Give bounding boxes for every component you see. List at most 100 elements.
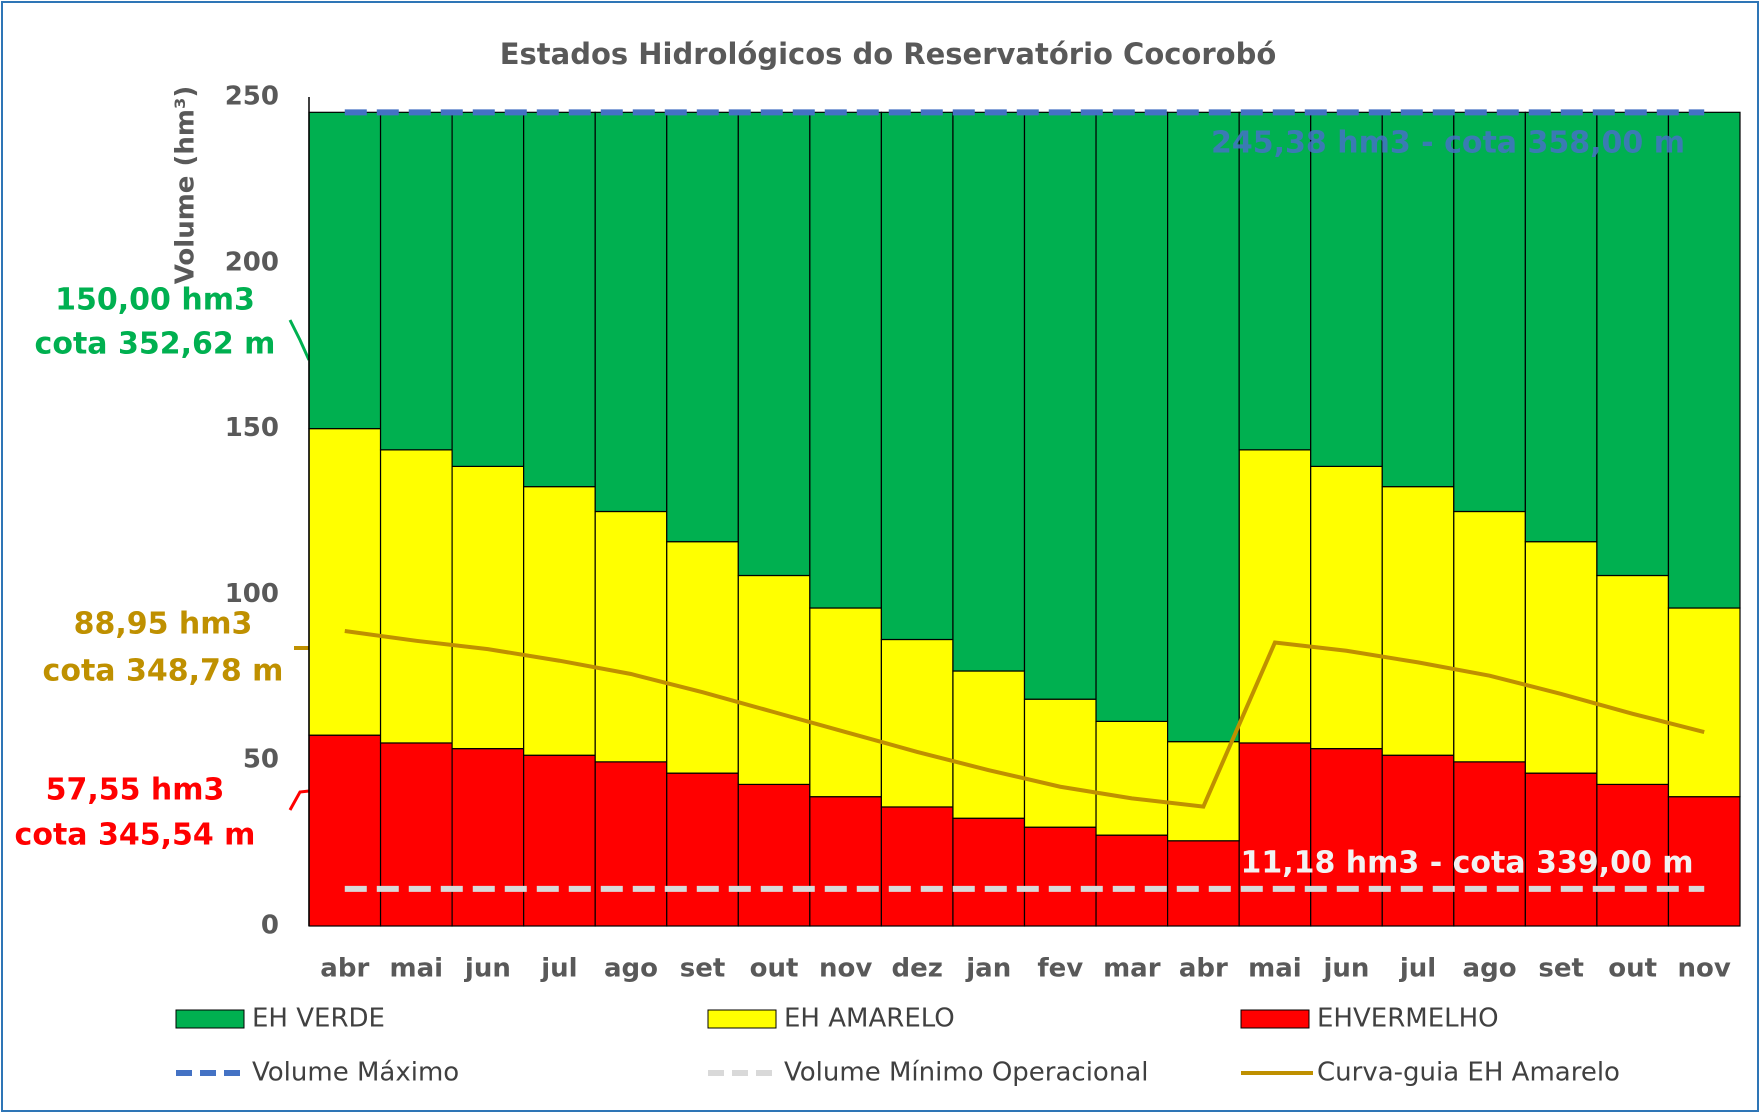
bar-segment	[379, 742, 453, 927]
bar-segment	[809, 607, 882, 798]
x-tick-label: out	[1608, 954, 1657, 984]
bar-segment	[1310, 465, 1383, 750]
legend-label: EH AMARELO	[784, 1004, 955, 1034]
bar-segment	[1023, 698, 1097, 828]
x-tick-label: dez	[891, 954, 942, 984]
x-tick-label: nov	[819, 954, 872, 984]
bar-segment	[1596, 574, 1670, 786]
x-tick-label: fev	[1037, 954, 1083, 984]
bar-segment	[523, 754, 596, 927]
bar-segment	[880, 111, 954, 641]
bar-segment	[1310, 111, 1383, 468]
bar-segment	[523, 111, 596, 488]
x-tick-label: mar	[1103, 954, 1161, 984]
bar-segment	[1023, 111, 1097, 700]
y-tick-label: 150	[225, 413, 279, 443]
y-tick-label: 200	[225, 247, 279, 277]
x-tick-label: set	[680, 954, 726, 984]
bar-segment	[1596, 111, 1670, 577]
legend-label: Volume Mínimo Operacional	[784, 1058, 1148, 1088]
bar-segment	[880, 806, 954, 927]
x-tick-label: set	[1538, 954, 1584, 984]
bar-segment	[1453, 111, 1526, 513]
annotation: 245,38 hm3 - cota 358,00 m	[1211, 126, 1685, 161]
x-tick-label: ago	[1463, 954, 1517, 984]
x-tick-label: abr	[1179, 954, 1228, 984]
bar-segment	[1095, 720, 1169, 836]
bar-segment	[737, 111, 811, 577]
legend-label: Curva-guia EH Amarelo	[1317, 1058, 1620, 1088]
bar-segment	[1524, 541, 1598, 774]
bar-segment	[1667, 111, 1741, 609]
bar-segment	[666, 772, 739, 927]
bar-segment	[666, 541, 739, 774]
bar-segment	[1166, 111, 1240, 743]
bar-segment	[809, 796, 882, 927]
bar-segment	[594, 761, 668, 927]
bar-segment	[880, 638, 954, 808]
bar-segment	[451, 747, 525, 927]
x-tick-label: abr	[320, 954, 369, 984]
bar-segment	[379, 111, 453, 451]
bar-segment	[666, 111, 739, 543]
x-tick-label: jul	[540, 954, 577, 984]
bar-segment	[308, 111, 382, 430]
bar-segment	[1381, 111, 1455, 488]
bar-segment	[1596, 783, 1670, 927]
bar-segment	[952, 111, 1026, 672]
x-tick-label: mai	[1248, 954, 1302, 984]
legend-swatch	[1240, 1009, 1310, 1029]
annotation: 88,95 hm3	[74, 607, 253, 642]
bar-segment	[1381, 754, 1455, 927]
y-tick-label: 0	[261, 911, 279, 941]
annotation: 11,18 hm3 - cota 339,00 m	[1240, 846, 1693, 881]
connector	[288, 789, 310, 811]
x-tick-label: nov	[1678, 954, 1731, 984]
annotation: cota 345,54 m	[15, 818, 256, 853]
bar-segment	[1238, 111, 1312, 451]
bar-segment	[809, 111, 882, 609]
annotation: 57,55 hm3	[46, 773, 225, 808]
bar-segment	[523, 486, 596, 756]
x-tick-label: out	[750, 954, 799, 984]
annotation: cota 348,78 m	[43, 654, 284, 689]
legend-label: EH VERDE	[252, 1004, 385, 1034]
legend-swatch	[175, 1009, 245, 1029]
bar-segment	[737, 783, 811, 927]
line-series	[344, 629, 1705, 809]
bar-segment	[308, 428, 382, 736]
y-tick-label: 100	[225, 579, 279, 609]
bar-segment	[1166, 840, 1240, 927]
x-tick-label: jul	[1399, 954, 1436, 984]
bar-segment	[379, 449, 453, 744]
bar-segment	[1023, 826, 1097, 927]
x-tick-label: jan	[965, 954, 1011, 984]
y-axis-label: Volume (hm³)	[171, 86, 201, 285]
legend-label: Volume Máximo	[252, 1058, 459, 1088]
bar-segment	[1238, 742, 1312, 927]
bar-segment	[451, 111, 525, 468]
bar-segment	[1667, 796, 1741, 927]
bar-segment	[1095, 111, 1169, 723]
x-tick-label: mai	[390, 954, 444, 984]
connector	[288, 319, 311, 361]
x-tick-label: jun	[464, 954, 511, 984]
chart-title: Estados Hidrológicos do Reservatório Coc…	[500, 37, 1277, 71]
x-tick-label: jun	[1323, 954, 1370, 984]
y-tick-label: 250	[225, 82, 279, 112]
bar-segment	[594, 510, 668, 763]
x-tick-label: ago	[604, 954, 658, 984]
bar-segment	[1524, 111, 1598, 543]
bar-segment	[1453, 761, 1526, 927]
legend-swatch	[707, 1009, 777, 1029]
bar-segment	[737, 574, 811, 786]
bar-segment	[1166, 741, 1240, 842]
y-tick-label: 50	[243, 745, 279, 775]
bar-segment	[1381, 486, 1455, 756]
bar-segment	[1667, 607, 1741, 798]
bar-segment	[1095, 834, 1169, 927]
bar-segment	[952, 817, 1026, 927]
annotation: cota 352,62 m	[35, 327, 276, 362]
bar-segment	[594, 111, 668, 513]
